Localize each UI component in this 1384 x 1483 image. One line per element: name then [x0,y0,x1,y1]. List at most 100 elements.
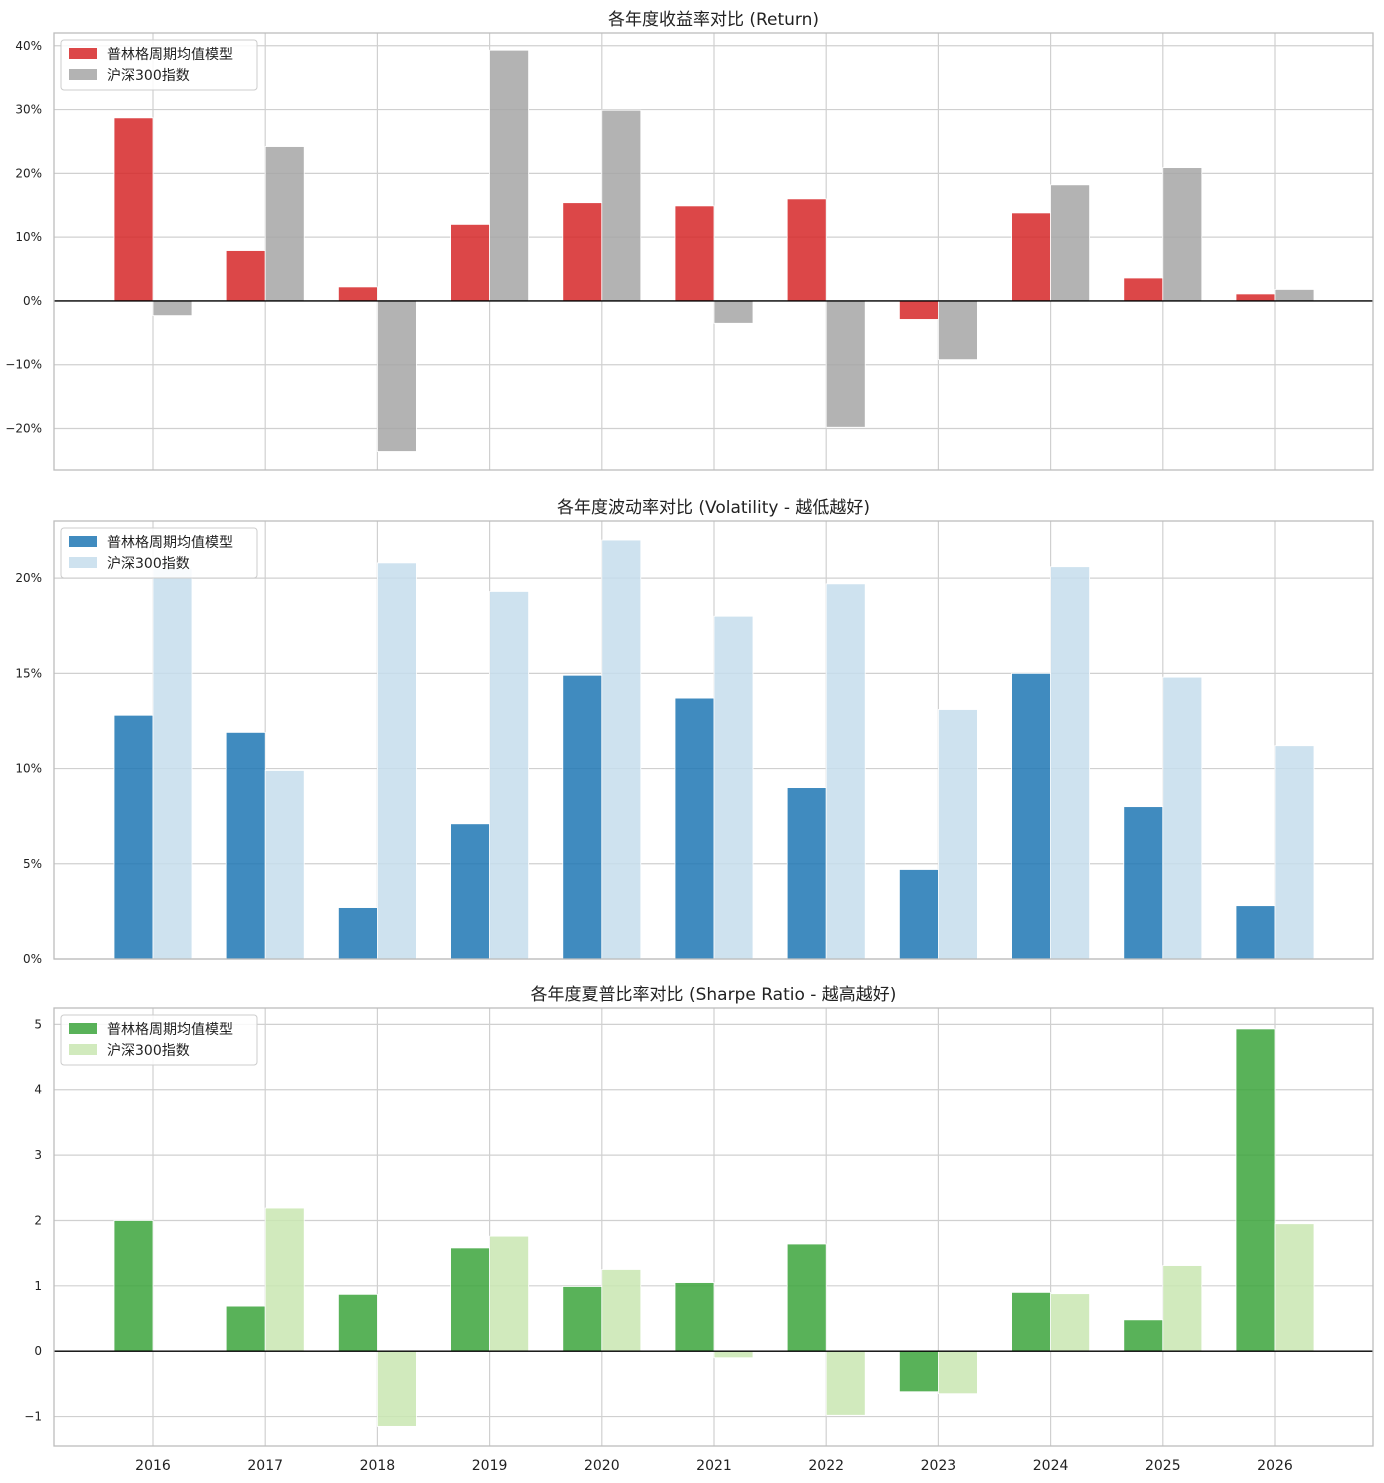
y-tick-label: 5% [23,857,42,871]
bar-strategy-2016 [113,1220,154,1352]
legend-box [60,527,258,579]
bar-benchmark-2024 [1050,566,1090,960]
legend-label-benchmark: 沪深300指数 [107,68,190,84]
legend-box [60,39,258,91]
bar-strategy-2018 [337,1293,378,1352]
bar-benchmark-2023 [938,300,978,361]
bar-benchmark-2019 [489,591,530,960]
legend-swatch-benchmark [69,1044,97,1055]
x-tick-label: 2024 [1033,1458,1069,1474]
x-tick-label: 2022 [808,1458,844,1474]
y-tick-label: 10% [15,230,42,244]
bar-strategy-2019 [450,823,491,960]
y-tick-label: −20% [5,422,42,436]
bar-strategy-2025 [1123,806,1164,960]
bar-benchmark-2017 [264,1207,305,1352]
bar-strategy-2019 [450,1247,491,1352]
y-tick-label: 0% [23,294,42,308]
legend-label-benchmark: 沪深300指数 [107,556,190,572]
legend-label-strategy: 普林格周期均值模型 [107,535,233,551]
legend-label-strategy: 普林格周期均值模型 [107,1022,233,1038]
bar-benchmark-2018 [376,1350,417,1427]
bar-strategy-2018 [337,907,378,960]
bar-benchmark-2016 [152,300,193,317]
bar-benchmark-2017 [264,146,305,302]
y-tick-label: 10% [15,762,42,776]
plot-frame [53,32,1374,471]
bar-benchmark-2021 [713,615,754,960]
bar-strategy-2023 [899,1350,939,1393]
y-tick-label: 2 [34,1213,42,1227]
bar-strategy-2025 [1123,1319,1164,1352]
x-tick-label: 2026 [1257,1458,1293,1474]
y-tick-label: 1 [34,1279,42,1293]
bar-benchmark-2022 [825,1350,866,1416]
bar-strategy-2026 [1235,293,1276,302]
bar-benchmark-2026 [1274,289,1315,302]
legend-label-strategy: 普林格周期均值模型 [107,47,233,63]
legend-box [60,1014,258,1066]
chart-title: 各年度波动率对比 (Volatility - 越低越好) [557,498,870,518]
bar-benchmark-2025 [1162,676,1203,960]
bar-benchmark-2019 [489,1235,530,1352]
bar-strategy-2023 [899,869,939,960]
x-tick-label: 2021 [696,1458,732,1474]
bar-strategy-2020 [562,202,603,302]
y-tick-label: 4 [34,1083,42,1097]
y-tick-label: 0% [23,952,42,966]
bar-strategy-2024 [1011,1291,1051,1352]
y-tick-label: 15% [15,666,42,680]
bar-benchmark-2018 [376,562,417,960]
y-tick-label: 40% [15,39,42,53]
bar-strategy-2022 [786,1243,827,1352]
x-tick-label: 2025 [1145,1458,1181,1474]
bar-benchmark-2022 [825,583,866,960]
chart-panel-3: −1 0 1 2 3 4 5 各年度夏普比率对比 (Sharpe Ratio - 越高越好) 普… [24,985,1374,1474]
bar-benchmark-2025 [1162,1265,1203,1352]
x-tick-label: 2016 [135,1458,171,1474]
legend-label-benchmark: 沪深300指数 [107,1043,190,1059]
bar-strategy-2020 [562,1286,603,1352]
chart-panel-2: 0% 5% 10% 15% 20% 各年度波动率对比 (Volatility - 越低越好… [15,498,1374,966]
bar-benchmark-2021 [713,1350,754,1359]
chart-title: 各年度收益率对比 (Return) [608,10,819,30]
bar-strategy-2016 [113,714,154,960]
bar-strategy-2026 [1235,1028,1276,1352]
bar-benchmark-2021 [713,300,754,324]
bar-strategy-2018 [337,286,378,302]
bar-strategy-2017 [225,1305,266,1352]
y-tick-label: 20% [15,571,42,585]
plot-frame [53,1007,1374,1447]
y-tick-label: −1 [24,1410,42,1424]
chart-title: 各年度夏普比率对比 (Sharpe Ratio - 越高越好) [531,985,897,1005]
bar-benchmark-2023 [938,1350,978,1395]
bar-benchmark-2018 [376,300,417,452]
bar-benchmark-2020 [601,109,642,302]
legend-swatch-strategy [69,1023,97,1034]
bar-benchmark-2026 [1274,1223,1315,1352]
bar-benchmark-2026 [1274,745,1315,960]
bar-benchmark-2016 [152,568,193,960]
bar-benchmark-2022 [825,300,866,428]
bar-strategy-2019 [450,223,491,302]
bar-benchmark-2020 [601,1269,642,1352]
x-tick-label: 2019 [472,1458,508,1474]
legend-swatch-strategy [69,536,97,547]
bar-strategy-2022 [786,787,827,960]
x-tick-label: 2017 [247,1458,283,1474]
bar-strategy-2021 [674,205,715,302]
bar-strategy-2017 [225,250,266,302]
x-tick-label: 2023 [921,1458,957,1474]
bar-benchmark-2020 [601,539,642,960]
bar-strategy-2021 [674,697,715,960]
bar-strategy-2025 [1123,277,1164,302]
y-tick-label: 5 [34,1017,42,1031]
bar-strategy-2026 [1235,905,1276,960]
legend-swatch-benchmark [69,557,97,568]
legend-swatch-strategy [69,48,97,59]
bar-benchmark-2017 [264,770,305,960]
